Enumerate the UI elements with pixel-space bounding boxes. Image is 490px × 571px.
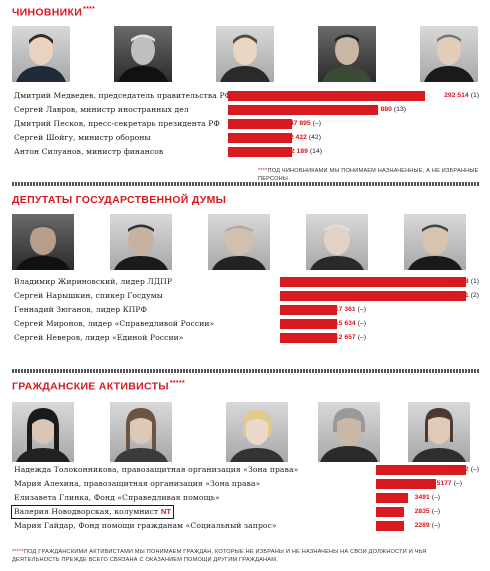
person-photo xyxy=(420,26,478,82)
person-photo xyxy=(12,214,74,270)
value-label: 17 361 (–) xyxy=(334,306,366,313)
title-stars: ***** xyxy=(169,380,185,387)
section-divider xyxy=(12,369,480,373)
person-photo xyxy=(208,214,270,270)
value-label: 15 634 (–) xyxy=(334,320,366,327)
photo-row xyxy=(12,26,480,82)
list-item: Владимир Жириновский, лидер ЛДПР 38 058(… xyxy=(0,276,490,288)
list-item: Елизавета Глинка, Фонд «Справедливая пом… xyxy=(0,492,490,504)
person-photo xyxy=(12,26,70,82)
section-title: Депутаты Государственной думы xyxy=(12,194,227,206)
person-photo xyxy=(306,214,368,270)
value-label: 35 611 (2) xyxy=(448,292,479,299)
value-label: 42 422 (42) xyxy=(286,134,321,141)
list-item: Сергей Шойгу, министр обороны 42 422 (42) xyxy=(0,132,490,144)
person-label: Антон Силуанов, министр финансов xyxy=(14,147,164,156)
person-label: Сергей Миронов, лидер «Справедливой Росс… xyxy=(14,319,215,328)
value-bar xyxy=(280,333,337,343)
value-bar xyxy=(228,147,292,157)
list-item: Геннадий Зюганов, лидер КПРФ 17 361 (–) xyxy=(0,304,490,316)
person-label: Сергей Лавров, министр иностранных дел xyxy=(14,105,189,114)
value-bar xyxy=(228,133,292,143)
value-label: 5177 (–) xyxy=(436,480,462,487)
value-bar xyxy=(376,465,466,475)
list-item: Мария Алехина, правозащитная организация… xyxy=(0,478,490,490)
title-stars: **** xyxy=(83,6,96,13)
value-bar xyxy=(280,291,466,301)
list-item: Мария Гайдар, Фонд помощи гражданам «Соц… xyxy=(0,520,490,532)
value-label: 22 189 (14) xyxy=(287,148,322,155)
person-label: Сергей Нарышкин, спикер Госдумы xyxy=(14,291,163,300)
list-item: Надежда Толоконникова, правозащитная орг… xyxy=(0,464,490,476)
footnote: ****Под чиновниками мы понимаем назначен… xyxy=(258,168,479,182)
value-bar xyxy=(280,277,466,287)
section-activists: Гражданские активисты***** Надежда Толок… xyxy=(0,380,490,570)
value-label: 7692 (–) xyxy=(453,466,479,473)
value-label: 2835 (–) xyxy=(414,508,440,515)
person-label: Владимир Жириновский, лидер ЛДПР xyxy=(14,277,173,286)
person-photo xyxy=(12,402,74,462)
value-label: 12 657 (–) xyxy=(334,334,366,341)
person-label: Дмитрий Медведев, председатель правитель… xyxy=(14,91,232,100)
value-bar xyxy=(280,319,337,329)
person-label: Дмитрий Песков, пресс-секретарь президен… xyxy=(14,119,220,128)
value-label: 93 880 (13) xyxy=(371,106,406,113)
value-bar xyxy=(376,507,404,517)
person-label: Надежда Толоконникова, правозащитная орг… xyxy=(14,465,299,474)
list-item: Дмитрий Медведев, председатель правитель… xyxy=(0,90,490,102)
person-label: Геннадий Зюганов, лидер КПРФ xyxy=(14,305,148,314)
list-item: Сергей Нарышкин, спикер Госдумы 35 611 (2… xyxy=(0,290,490,302)
value-bar xyxy=(228,105,378,115)
person-photo xyxy=(110,402,172,462)
footnote: *****Под гражданскими активистами мы пон… xyxy=(12,549,427,563)
nt-logo: NT xyxy=(160,507,172,516)
person-photo xyxy=(110,214,172,270)
section-title: Гражданские активисты***** xyxy=(12,380,185,393)
section-deputies: Депутаты Государственной думы Владимир Ж… xyxy=(0,194,490,354)
value-bar xyxy=(228,91,425,101)
person-photo xyxy=(318,402,380,462)
person-label: Мария Алехина, правозащитная организация… xyxy=(14,479,261,488)
value-bar xyxy=(376,479,436,489)
value-label: 38 058 (1) xyxy=(447,278,479,285)
photo-row xyxy=(12,402,480,462)
value-bar xyxy=(376,521,404,531)
person-label: Сергей Неверов, лидер «Единой России» xyxy=(14,333,184,342)
list-item: Антон Силуанов, министр финансов 22 189(… xyxy=(0,146,490,158)
section-officials: Чиновники**** Дмитрий Медведев, председа… xyxy=(0,6,490,182)
value-label: 292 514 (1) xyxy=(444,92,479,99)
person-photo xyxy=(404,214,466,270)
list-item: Дмитрий Песков, пресс-секретарь президен… xyxy=(0,118,490,130)
person-photo xyxy=(226,402,288,462)
value-bar xyxy=(228,119,292,129)
person-label: Сергей Шойгу, министр обороны xyxy=(14,133,151,142)
value-bar xyxy=(280,305,337,315)
list-item: Сергей Лавров, министр иностранных дел 9… xyxy=(0,104,490,116)
photo-row xyxy=(12,214,480,270)
value-label: 3491 (–) xyxy=(414,494,440,501)
list-item: Валерия Новодворская, колумнист NT 2835(… xyxy=(0,505,490,519)
person-photo xyxy=(114,26,172,82)
person-photo xyxy=(318,26,376,82)
value-label: 2289 (–) xyxy=(414,522,440,529)
list-item: Сергей Миронов, лидер «Справедливой Росс… xyxy=(0,318,490,330)
list-item: Сергей Неверов, лидер «Единой России» 12… xyxy=(0,332,490,344)
person-photo xyxy=(216,26,274,82)
person-label: Мария Гайдар, Фонд помощи гражданам «Соц… xyxy=(14,521,277,530)
value-bar xyxy=(376,493,408,503)
value-label: 47 895 (–) xyxy=(289,120,321,127)
person-label: Валерия Новодворская, колумнист NT xyxy=(10,505,175,519)
section-divider xyxy=(12,182,480,186)
section-title: Чиновники**** xyxy=(12,6,96,19)
person-photo xyxy=(408,402,470,462)
person-label: Елизавета Глинка, Фонд «Справедливая пом… xyxy=(14,493,220,502)
